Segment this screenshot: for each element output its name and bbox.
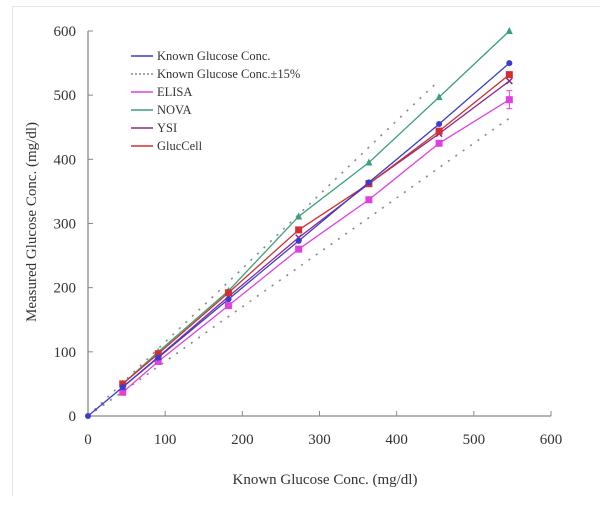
legend-label: Known Glucose Conc.±15% xyxy=(157,67,300,81)
x-tick-label: 400 xyxy=(385,432,408,448)
data-point-marker xyxy=(154,350,162,358)
x-tick-label: 0 xyxy=(84,432,92,448)
data-point-marker xyxy=(225,296,232,303)
data-point-marker xyxy=(224,289,232,297)
data-point-marker xyxy=(505,77,513,85)
data-point-marker xyxy=(295,212,303,220)
data-point-marker xyxy=(224,302,232,310)
series-line-ysi xyxy=(122,80,510,388)
y-tick-label: 300 xyxy=(54,217,77,233)
x-tick-label: 500 xyxy=(463,432,486,448)
lower-15pct-line xyxy=(87,117,510,417)
data-point-marker xyxy=(435,139,443,147)
data-point-marker xyxy=(295,245,303,253)
plot-series xyxy=(85,27,513,419)
y-tick-label: 600 xyxy=(54,24,77,40)
figure-border-left xyxy=(12,6,13,496)
data-point-marker xyxy=(436,121,443,128)
y-axis-title: Measured Glucose Conc. (mg/dl) xyxy=(24,122,40,322)
data-point-marker xyxy=(295,226,303,234)
data-point-marker xyxy=(435,127,443,135)
upper-15pct-line xyxy=(87,79,440,417)
y-tick-label: 200 xyxy=(54,281,77,297)
figure-border-top xyxy=(12,6,600,7)
x-tick-label: 100 xyxy=(154,432,177,448)
legend: Known Glucose Conc. Known Glucose Conc.±1… xyxy=(131,49,300,153)
data-point-marker xyxy=(119,384,126,391)
data-point-marker xyxy=(155,354,162,361)
legend-label: GlucCell xyxy=(157,139,203,153)
data-point-marker xyxy=(505,71,513,79)
x-tick-label: 200 xyxy=(231,432,254,448)
data-point-marker xyxy=(505,27,513,34)
x-axis-title: Known Glucose Conc. (mg/dl) xyxy=(233,472,418,488)
data-point-marker xyxy=(85,413,91,419)
x-tick-label: 300 xyxy=(308,432,331,448)
legend-label: YSI xyxy=(157,121,177,135)
y-tick-label: 400 xyxy=(54,152,77,168)
y-tick-label: 0 xyxy=(69,409,77,425)
series-line-nova xyxy=(122,30,510,385)
legend-label: NOVA xyxy=(157,103,192,117)
data-point-marker xyxy=(506,60,513,67)
y-tick-label: 500 xyxy=(54,88,77,104)
data-point-marker xyxy=(119,388,127,396)
data-point-marker xyxy=(154,357,162,365)
legend-label: Known Glucose Conc. xyxy=(157,49,271,63)
series-line-known-glucose-conc- xyxy=(87,62,510,417)
x-tick-label: 600 xyxy=(540,432,563,448)
axes: 0 100 200 300 400 500 600 0 100 200 300 400 500 600 xyxy=(54,24,563,448)
data-point-marker xyxy=(365,158,373,166)
data-point-marker xyxy=(295,237,302,244)
legend-label: ELISA xyxy=(157,85,192,99)
y-tick-label: 100 xyxy=(54,345,77,361)
data-point-marker xyxy=(365,179,372,186)
data-point-marker xyxy=(435,93,443,101)
data-point-marker xyxy=(365,196,373,204)
data-point-marker xyxy=(119,380,127,388)
